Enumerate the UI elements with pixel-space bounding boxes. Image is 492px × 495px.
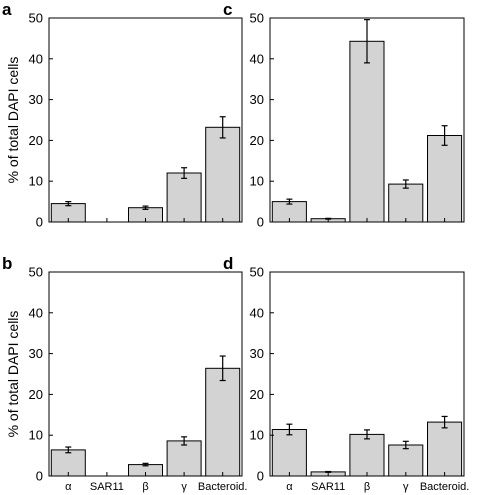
error-bar-b-3 xyxy=(181,436,188,446)
bar-b-4 xyxy=(205,367,241,477)
error-bar-a-2 xyxy=(142,205,149,210)
y-tick-label: 0 xyxy=(257,469,264,484)
y-tick-label: 30 xyxy=(29,346,43,361)
category-label: β xyxy=(142,481,148,493)
y-tick-label: 10 xyxy=(250,428,264,443)
y-tick-label: 20 xyxy=(250,133,264,148)
panel-letter: d xyxy=(223,254,233,273)
panel-letter: a xyxy=(2,0,12,19)
error-bar-a-3 xyxy=(181,167,188,179)
bar-b-0 xyxy=(50,449,86,477)
y-tick-label: 50 xyxy=(250,11,264,26)
error-bar-a-4 xyxy=(219,116,226,139)
error-bar-c-4 xyxy=(441,125,448,146)
panel-d: 0 10 20 30 40 50 α SAR11 β γ Bacteroid. d xyxy=(223,254,469,493)
y-tick-label: 20 xyxy=(29,133,43,148)
error-bar-a-0 xyxy=(65,201,72,207)
error-bar-d-2 xyxy=(364,429,370,440)
bar-a-4 xyxy=(205,126,241,223)
y-axis-label: % of total DAPI cells xyxy=(5,311,21,438)
y-tick-label: 10 xyxy=(29,174,43,189)
error-bar-c-3 xyxy=(402,179,409,189)
error-bar-b-0 xyxy=(65,446,72,454)
panel-c: 0 10 20 30 40 50 c xyxy=(223,0,465,230)
category-label: α xyxy=(65,481,72,493)
y-tick-label: 10 xyxy=(250,174,264,189)
y-tick-label: 0 xyxy=(36,215,43,230)
y-tick-label: 20 xyxy=(29,387,43,402)
y-tick-label: 50 xyxy=(29,11,43,26)
error-bar-d-4 xyxy=(441,415,448,429)
error-bar-b-4 xyxy=(219,355,226,382)
bar-b-3 xyxy=(166,440,202,477)
category-label: SAR11 xyxy=(90,481,124,493)
category-label: Bacteroid. xyxy=(198,481,248,493)
error-bar-d-3 xyxy=(402,440,409,450)
error-bar-c-2 xyxy=(364,19,370,64)
y-tick-label: 40 xyxy=(29,51,43,66)
panel-letter: b xyxy=(2,254,12,273)
y-tick-label: 50 xyxy=(250,265,264,280)
y-tick-label: 30 xyxy=(250,92,264,107)
bar-c-4 xyxy=(427,135,463,223)
bar-d-4 xyxy=(427,421,463,477)
panel-letter: c xyxy=(223,0,232,19)
y-tick-label: 40 xyxy=(250,51,264,66)
y-tick-label: 0 xyxy=(36,469,43,484)
panel-a: 0 10 20 30 40 50 a % of total DAPI cells xyxy=(2,0,243,230)
category-label: SAR11 xyxy=(311,481,345,493)
error-bar-b-2 xyxy=(142,462,149,467)
y-tick-label: 20 xyxy=(250,387,264,402)
y-tick-label: 0 xyxy=(257,215,264,230)
category-label: β xyxy=(364,481,370,493)
y-tick-label: 40 xyxy=(29,305,43,320)
y-axis-label: % of total DAPI cells xyxy=(5,57,21,184)
category-label: γ xyxy=(403,481,409,493)
error-bar-d-0 xyxy=(286,423,293,436)
category-label: Bacteroid. xyxy=(420,481,470,493)
category-label: γ xyxy=(181,481,187,493)
y-tick-label: 30 xyxy=(250,346,264,361)
bar-c-2 xyxy=(349,40,385,223)
bar-d-0 xyxy=(271,429,307,477)
panel-b: 0 10 20 30 40 50 α SAR11 β γ Bacteroid. b % of total… xyxy=(2,254,247,493)
y-tick-label: 40 xyxy=(250,305,264,320)
y-tick-label: 50 xyxy=(29,265,43,280)
bar-a-3 xyxy=(166,172,202,223)
bar-c-3 xyxy=(388,183,424,223)
category-label: α xyxy=(286,481,293,493)
y-tick-label: 30 xyxy=(29,92,43,107)
bar-d-3 xyxy=(388,444,424,477)
bar-d-2 xyxy=(349,433,385,477)
error-bar-c-0 xyxy=(286,198,293,205)
y-tick-label: 10 xyxy=(29,428,43,443)
